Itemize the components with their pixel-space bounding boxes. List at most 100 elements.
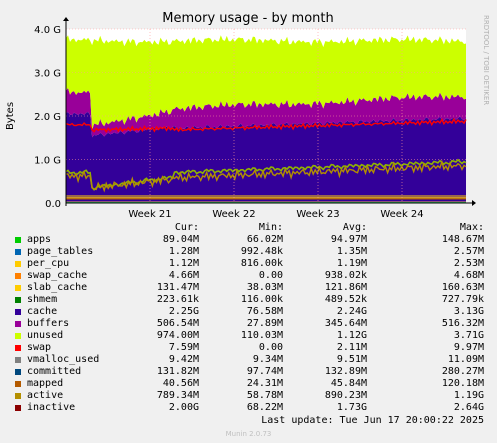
area-layer-7 [66, 87, 466, 138]
value-cur: 9.42M [168, 354, 199, 365]
value-cur: 789.34M [156, 390, 199, 401]
rrdtool-side-label: RRDTOOL / TOBI OETIKER [482, 15, 490, 105]
value-avg: 489.52k [324, 294, 367, 305]
y-axis-arrow [63, 17, 69, 21]
legend-row-swap: swap 7.59M 0.00 2.11M 9.97M [0, 342, 497, 354]
area-layer-6 [66, 111, 466, 196]
value-avg: 938.02k [324, 270, 367, 281]
value-max: 148.67M [441, 234, 484, 245]
value-max: 516.32M [441, 318, 484, 329]
legend-swatch [15, 393, 21, 399]
value-max: 3.13G [453, 306, 484, 317]
value-max: 280.27M [441, 366, 484, 377]
value-min: 110.03M [240, 330, 283, 341]
legend-row-per-cpu: per_cpu 1.12M 816.00k 1.19M 2.53M [0, 258, 497, 270]
legend-label: shmem [27, 294, 58, 305]
x-tick-label: Week 22 [212, 209, 255, 220]
value-max: 120.18M [441, 378, 484, 389]
value-cur: 974.00M [156, 330, 199, 341]
legend-row-page-tables: page_tables 1.28M 992.48k 1.35M 2.57M [0, 246, 497, 258]
line-active [65, 159, 467, 193]
area-layer-8 [66, 35, 466, 130]
legend-swatch [15, 249, 21, 255]
x-axis-arrow [472, 200, 476, 206]
value-max: 4.68M [453, 270, 484, 281]
legend-row-mapped: mapped 40.56M 24.31M 45.84M 120.18M [0, 378, 497, 390]
munin-version: Munin 2.0.73 [225, 430, 272, 438]
legend-swatch [15, 273, 21, 279]
legend-label: apps [27, 234, 52, 245]
value-cur: 4.66M [168, 270, 199, 281]
legend-swatch [15, 357, 21, 363]
legend-row-unused: unused 974.00M 110.03M 1.12G 3.71G [0, 330, 497, 342]
value-avg: 345.64M [324, 318, 367, 329]
chart-title: Memory usage - by month [162, 11, 333, 26]
value-cur: 2.25G [168, 306, 199, 317]
x-tick-label: Week 24 [380, 209, 423, 220]
value-max: 1.19G [453, 390, 484, 401]
value-min: 816.00k [240, 258, 283, 269]
legend-label: vmalloc_used [27, 354, 100, 365]
legend-row-vmalloc-used: vmalloc_used 9.42M 9.34M 9.51M 11.09M [0, 354, 497, 366]
value-min: 116.00k [240, 294, 283, 305]
value-avg: 9.51M [336, 354, 367, 365]
legend-swatch [15, 261, 21, 267]
legend-row-inactive: inactive 2.00G 68.22M 1.73G 2.64G [0, 402, 497, 414]
x-tick-label: Week 21 [128, 209, 171, 220]
legend-label: active [27, 390, 64, 401]
legend-row-apps: apps 89.04M 66.02M 94.97M 148.67M [0, 234, 497, 246]
value-min: 97.74M [246, 366, 283, 377]
legend-label: cache [27, 306, 58, 317]
legend-label: unused [27, 330, 64, 341]
line-committed [65, 117, 467, 133]
value-cur: 1.12M [168, 258, 199, 269]
legend-label: swap_cache [27, 270, 88, 281]
legend-label: page_tables [27, 246, 94, 257]
col-avg-header: Avg: [342, 222, 367, 233]
value-max: 11.09M [447, 354, 484, 365]
value-cur: 40.56M [162, 378, 199, 389]
legend-swatch [15, 237, 21, 243]
legend-swatch [15, 309, 21, 315]
legend-swatch [15, 333, 21, 339]
legend-swatch [15, 405, 21, 411]
value-avg: 1.35M [336, 246, 367, 257]
value-avg: 2.24G [336, 306, 367, 317]
value-min: 76.58M [246, 306, 283, 317]
plot-area: 0.0 1.0 G 2.0 G 3.0 G 4.0 G Week 21 Week 22 Wee… [34, 17, 476, 220]
legend-label: mapped [27, 378, 64, 389]
value-max: 2.53M [453, 258, 484, 269]
value-cur: 7.59M [168, 342, 199, 353]
value-avg: 45.84M [330, 378, 367, 389]
value-max: 160.63M [441, 282, 484, 293]
value-min: 9.34M [252, 354, 283, 365]
legend-row-cache: cache 2.25G 76.58M 2.24G 3.13G [0, 306, 497, 318]
value-avg: 132.89M [324, 366, 367, 377]
legend-swatch [15, 369, 21, 375]
value-max: 3.71G [453, 330, 484, 341]
value-avg: 2.11M [336, 342, 367, 353]
legend-label: swap [27, 342, 52, 353]
legend-label: buffers [27, 318, 70, 329]
value-cur: 223.61k [156, 294, 199, 305]
legend-swatch [15, 321, 21, 327]
value-cur: 131.82M [156, 366, 199, 377]
legend-row-active: active 789.34M 58.78M 890.23M 1.19G [0, 390, 497, 402]
legend-row-shmem: shmem 223.61k 116.00k 489.52k 727.79k [0, 294, 497, 306]
y-tick-label: 1.0 G [34, 156, 61, 167]
value-cur: 131.47M [156, 282, 199, 293]
y-tick-label: 4.0 G [34, 25, 61, 36]
legend-row-swap-cache: swap_cache 4.66M 0.00 938.02k 4.68M [0, 270, 497, 282]
value-avg: 94.97M [330, 234, 367, 245]
legend-label: inactive [27, 402, 76, 413]
value-cur: 1.28M [168, 246, 199, 257]
value-avg: 890.23M [324, 390, 367, 401]
value-min: 68.22M [246, 402, 283, 413]
col-min-header: Min: [258, 222, 283, 233]
legend-swatch [15, 297, 21, 303]
value-min: 0.00 [258, 342, 283, 353]
value-max: 2.57M [453, 246, 484, 257]
value-min: 0.00 [258, 270, 283, 281]
col-cur-header: Cur: [174, 222, 199, 233]
